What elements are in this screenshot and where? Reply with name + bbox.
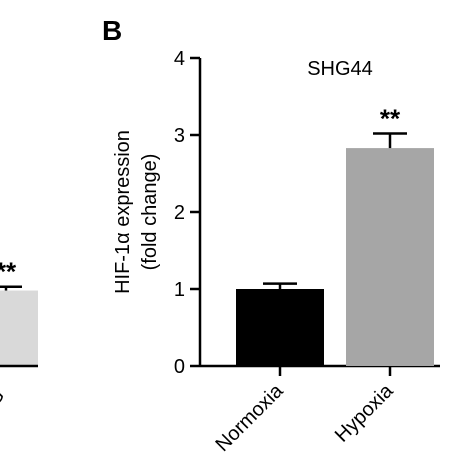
significance-hypoxia: ** [380,103,401,133]
y-tick-label-2: 2 [174,202,185,224]
y-tick-label-4: 4 [174,48,185,70]
x-tick-label-hypoxia: Hypoxia [331,379,398,446]
panel-label-b: B [102,15,122,46]
panel-a-partial: ** G [0,257,38,411]
y-tick-label-3: 3 [174,125,185,147]
y-tick-label-0: 0 [174,356,185,378]
chart-title: SHG44 [307,58,373,80]
y-tick-label-1: 1 [174,279,185,301]
y-axis-label-line2: (fold change) [139,154,161,271]
y-axis-label-line1: HIF-1α expression [112,130,134,294]
bar-normoxia [236,289,324,366]
bar-hypoxia [346,148,434,366]
significance-partial-g: ** [0,257,17,287]
x-tick-label-partial-g: G [0,384,9,411]
error-bar-partial-g [0,285,22,291]
x-tick-label-normoxia: Normoxia [211,379,288,456]
bar-partial-g [0,290,38,366]
